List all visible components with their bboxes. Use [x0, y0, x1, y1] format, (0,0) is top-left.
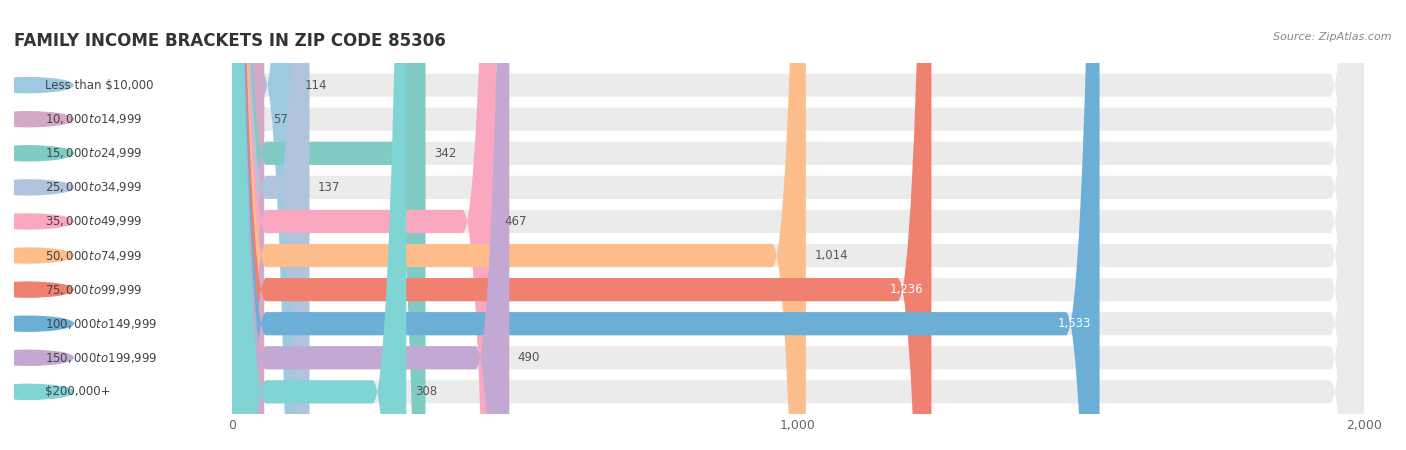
- FancyBboxPatch shape: [18, 244, 214, 267]
- FancyBboxPatch shape: [18, 346, 214, 369]
- FancyBboxPatch shape: [18, 176, 214, 199]
- Text: $25,000 to $34,999: $25,000 to $34,999: [45, 180, 142, 194]
- FancyBboxPatch shape: [232, 0, 1364, 450]
- FancyBboxPatch shape: [18, 142, 214, 165]
- Text: $100,000 to $149,999: $100,000 to $149,999: [45, 317, 157, 331]
- Text: 467: 467: [505, 215, 527, 228]
- FancyBboxPatch shape: [232, 0, 1364, 450]
- Text: $50,000 to $74,999: $50,000 to $74,999: [45, 248, 142, 262]
- FancyBboxPatch shape: [232, 0, 1364, 450]
- FancyBboxPatch shape: [232, 0, 1364, 450]
- Text: 490: 490: [517, 351, 540, 364]
- Text: 57: 57: [273, 113, 288, 126]
- Circle shape: [0, 78, 73, 93]
- FancyBboxPatch shape: [232, 0, 1364, 450]
- FancyBboxPatch shape: [232, 0, 1364, 450]
- Circle shape: [0, 316, 73, 331]
- FancyBboxPatch shape: [18, 210, 214, 233]
- FancyBboxPatch shape: [232, 0, 509, 450]
- FancyBboxPatch shape: [18, 312, 214, 335]
- Text: $10,000 to $14,999: $10,000 to $14,999: [45, 112, 142, 126]
- FancyBboxPatch shape: [232, 0, 806, 450]
- Text: 308: 308: [415, 385, 437, 398]
- FancyBboxPatch shape: [18, 108, 214, 131]
- Text: 1,014: 1,014: [814, 249, 848, 262]
- FancyBboxPatch shape: [232, 0, 931, 450]
- Circle shape: [0, 180, 73, 195]
- FancyBboxPatch shape: [232, 0, 406, 450]
- Circle shape: [0, 350, 73, 365]
- Text: Less than $10,000: Less than $10,000: [45, 79, 153, 92]
- FancyBboxPatch shape: [18, 380, 214, 404]
- Text: $150,000 to $199,999: $150,000 to $199,999: [45, 351, 157, 365]
- Circle shape: [0, 282, 73, 297]
- Text: FAMILY INCOME BRACKETS IN ZIP CODE 85306: FAMILY INCOME BRACKETS IN ZIP CODE 85306: [14, 32, 446, 50]
- Circle shape: [0, 214, 73, 229]
- FancyBboxPatch shape: [232, 0, 1364, 450]
- Text: 114: 114: [305, 79, 328, 92]
- Text: $200,000+: $200,000+: [45, 385, 110, 398]
- Text: 1,236: 1,236: [890, 283, 922, 296]
- Text: $75,000 to $99,999: $75,000 to $99,999: [45, 283, 142, 297]
- FancyBboxPatch shape: [232, 0, 1364, 450]
- FancyBboxPatch shape: [232, 0, 1099, 450]
- Text: $35,000 to $49,999: $35,000 to $49,999: [45, 215, 142, 229]
- FancyBboxPatch shape: [232, 0, 1364, 450]
- FancyBboxPatch shape: [232, 0, 309, 450]
- Circle shape: [0, 146, 73, 161]
- FancyBboxPatch shape: [232, 0, 297, 450]
- Text: 1,533: 1,533: [1057, 317, 1091, 330]
- Circle shape: [0, 112, 73, 127]
- FancyBboxPatch shape: [232, 0, 496, 450]
- Circle shape: [0, 248, 73, 263]
- FancyBboxPatch shape: [18, 73, 214, 97]
- Text: Source: ZipAtlas.com: Source: ZipAtlas.com: [1274, 32, 1392, 41]
- Text: $15,000 to $24,999: $15,000 to $24,999: [45, 146, 142, 160]
- Text: 137: 137: [318, 181, 340, 194]
- FancyBboxPatch shape: [232, 0, 426, 450]
- FancyBboxPatch shape: [232, 0, 1364, 450]
- FancyBboxPatch shape: [231, 0, 266, 450]
- Circle shape: [0, 384, 73, 399]
- Text: 342: 342: [434, 147, 457, 160]
- FancyBboxPatch shape: [18, 278, 214, 301]
